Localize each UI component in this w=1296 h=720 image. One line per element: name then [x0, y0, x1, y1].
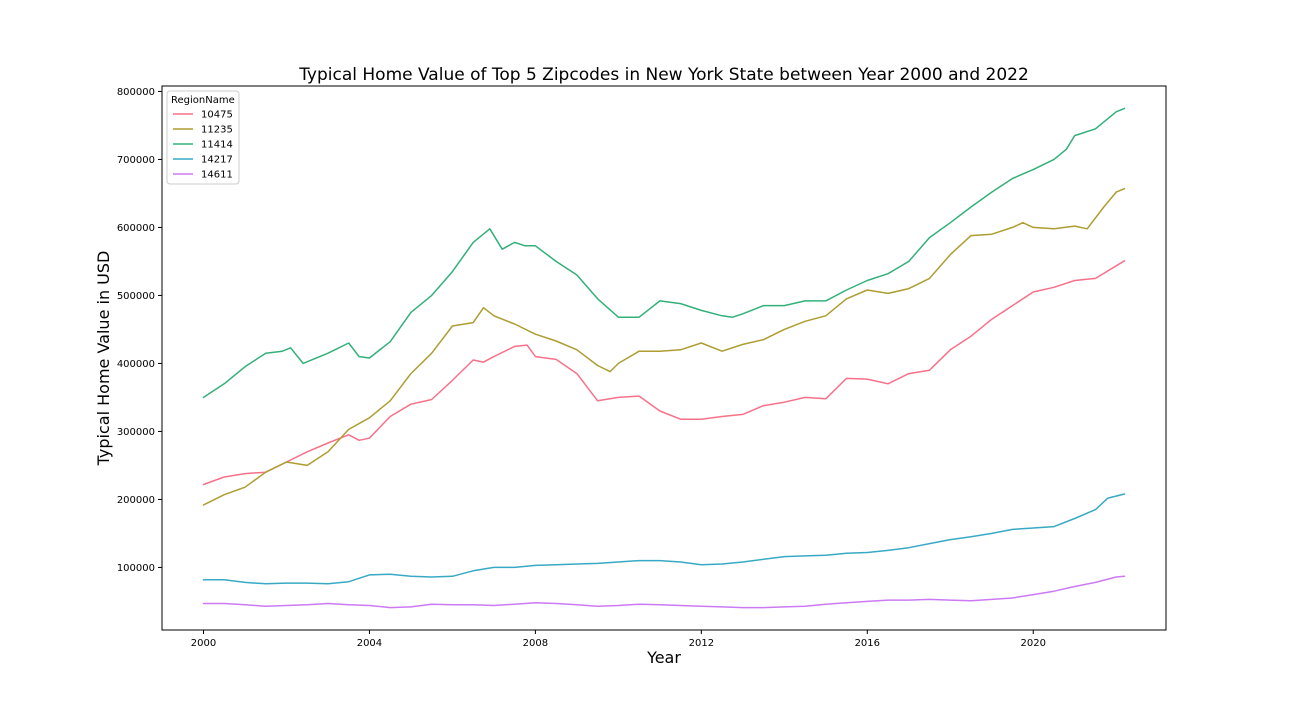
plot-area	[161, 85, 1167, 631]
series-line-11414	[202, 107, 1126, 399]
chart-title: Typical Home Value of Top 5 Zipcodes in …	[298, 65, 1029, 85]
x-tick-label: 2016	[855, 638, 880, 649]
x-tick-label: 2008	[523, 638, 548, 649]
y-tick-label: 100000	[117, 563, 155, 574]
x-tick-label: 2012	[689, 638, 714, 649]
y-axis-title: Typical Home Value in USD	[94, 251, 113, 467]
y-tick-label: 700000	[117, 155, 155, 166]
legend-label: 14611	[201, 170, 233, 181]
x-tick-label: 2004	[357, 638, 382, 649]
y-tick-label: 200000	[117, 495, 155, 506]
y-tick-label: 800000	[117, 87, 155, 98]
legend-label: 10475	[201, 110, 233, 121]
legend-title: RegionName	[171, 95, 235, 106]
y-tick-label: 400000	[117, 359, 155, 370]
legend-label: 11235	[201, 125, 233, 136]
y-axis: 100000 200000 300000 400000 500000 600000 7000…	[117, 87, 162, 574]
legend-label: 14217	[201, 155, 233, 166]
y-tick-label: 300000	[117, 427, 155, 438]
legend: RegionName 10475 11235 11414 14217 14611	[166, 90, 240, 185]
x-tick-label: 2020	[1021, 638, 1046, 649]
series-line-10475	[202, 260, 1126, 486]
series-line-14217	[202, 493, 1126, 585]
series-line-14611	[202, 575, 1126, 609]
x-tick-label: 2000	[191, 638, 216, 649]
x-axis-title: Year	[646, 648, 681, 667]
legend-label: 11414	[201, 140, 233, 151]
y-tick-label: 500000	[117, 291, 155, 302]
series-lines	[202, 107, 1126, 609]
x-axis: 2000 2004 2008 2012 2016 2020	[191, 630, 1046, 649]
y-tick-label: 600000	[117, 223, 155, 234]
series-line-11235	[202, 187, 1126, 506]
